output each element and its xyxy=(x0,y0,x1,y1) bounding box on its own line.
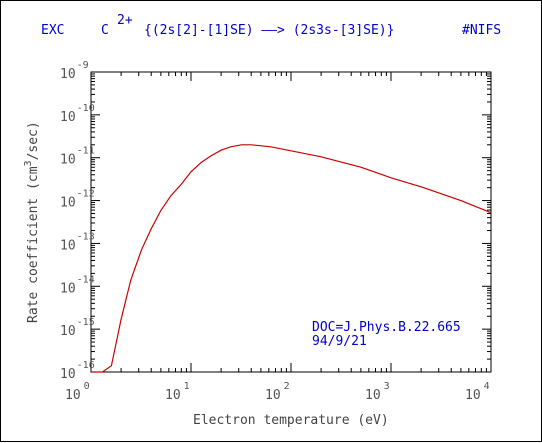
y-tick-label: 10-12 xyxy=(60,189,95,211)
x-tick-labels: 100 101 102 103 104 xyxy=(65,381,490,403)
x-tick-label: 102 xyxy=(265,381,290,403)
header-transition: {(2s[2]-[1]SE) ——> (2s3s-[3]SE)} xyxy=(144,23,394,38)
y-tick-label: 10-16 xyxy=(60,360,95,382)
rate-curve-line xyxy=(91,144,492,373)
x-axis-label: Electron temperature (eV) xyxy=(193,413,389,428)
y-axis-label-pre: Rate coefficient (cm xyxy=(26,166,41,323)
x-tick-label: 100 xyxy=(65,381,90,403)
y-tick-label: 10-11 xyxy=(60,146,95,168)
x-tick-label: 103 xyxy=(365,381,390,403)
y-tick-labels: 10-9 10-10 10-11 10-12 10-13 10-14 10-15 10-16 xyxy=(60,60,95,382)
x-tick-label: 101 xyxy=(165,381,190,403)
annotation-doc: DOC=J.Phys.B.22.665 xyxy=(312,320,461,335)
y-tick-label: 10-13 xyxy=(60,231,95,253)
header-source-tag: #NIFS xyxy=(462,23,501,38)
y-tick-label: 10-10 xyxy=(60,103,95,125)
y-axis-label: Rate coefficient (cm3/sec) xyxy=(23,121,41,323)
header-process: EXC xyxy=(41,23,64,38)
x-tick-label: 104 xyxy=(465,381,490,403)
y-axis-label-post: /sec) xyxy=(26,121,41,160)
y-tick-label: 10-9 xyxy=(60,60,89,82)
annotation-date: 94/9/21 xyxy=(312,334,367,349)
tick-marks xyxy=(90,71,492,373)
y-tick-label: 10-15 xyxy=(60,317,95,339)
y-tick-label: 10-14 xyxy=(60,274,95,296)
y-axis-label-sup: 3 xyxy=(23,160,34,166)
header-ion: C xyxy=(101,23,109,38)
header-charge: 2+ xyxy=(117,13,133,28)
